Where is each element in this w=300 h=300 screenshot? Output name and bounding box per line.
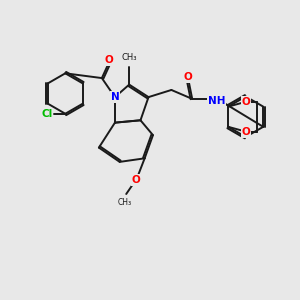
Text: N: N [111,92,119,102]
Text: NH: NH [208,96,225,106]
Text: O: O [184,73,192,82]
Text: CH₃: CH₃ [118,198,132,207]
Text: O: O [242,127,250,137]
Text: Cl: Cl [41,109,52,119]
Text: O: O [104,55,113,65]
Text: O: O [132,175,140,185]
Text: O: O [242,97,250,106]
Text: CH₃: CH₃ [122,53,137,62]
